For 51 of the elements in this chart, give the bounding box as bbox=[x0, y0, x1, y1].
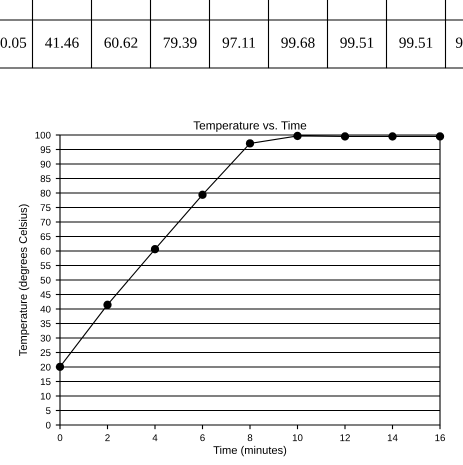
text: 97.11 bbox=[222, 38, 255, 48]
y-tick-label: 0 bbox=[46, 422, 51, 429]
y-axis-title: Temperature (degrees Celsius) bbox=[18, 204, 30, 356]
text: 9 bbox=[456, 38, 462, 48]
point bbox=[150, 245, 160, 254]
x-tick-label: 8 bbox=[248, 434, 252, 442]
x-tick-label: 2 bbox=[105, 434, 110, 442]
text: 99.51 bbox=[340, 38, 374, 48]
x-tick-label: 16 bbox=[435, 434, 445, 442]
x-tick-label: 12 bbox=[340, 434, 350, 442]
y-tick-label: 35 bbox=[40, 320, 51, 328]
y-tick-label: 80 bbox=[40, 190, 51, 197]
text: 0.05 bbox=[0, 38, 26, 48]
y-tick-label: 90 bbox=[40, 160, 51, 168]
y-tick-label: 20 bbox=[40, 364, 51, 371]
point bbox=[198, 190, 207, 199]
point bbox=[103, 300, 112, 309]
x-axis-title: Time (minutes) bbox=[213, 446, 286, 456]
y-tick-label: 50 bbox=[40, 276, 51, 284]
chart-title: Temperature vs. Time bbox=[194, 120, 306, 132]
y-tick-label: 100 bbox=[35, 132, 51, 139]
x-tick-label: 14 bbox=[388, 434, 398, 442]
point bbox=[293, 132, 302, 140]
y-tick-label: 55 bbox=[40, 262, 51, 270]
point bbox=[340, 132, 350, 141]
text: 79.39 bbox=[164, 38, 197, 48]
y-tick-label: 75 bbox=[40, 204, 51, 212]
y-tick-label: 95 bbox=[40, 146, 51, 154]
y-tick-label: 10 bbox=[40, 392, 51, 400]
y-tick-label: 70 bbox=[40, 218, 51, 226]
y-tick-label: 25 bbox=[40, 349, 51, 356]
text: 99.51 bbox=[399, 38, 432, 48]
text: 41.46 bbox=[45, 38, 79, 48]
x-tick-label: 10 bbox=[292, 434, 303, 442]
x-tick-label: 0 bbox=[58, 434, 62, 442]
x-tick-label: 4 bbox=[152, 434, 158, 442]
x-tick-label: 6 bbox=[200, 434, 205, 442]
point bbox=[436, 132, 444, 141]
text: 99.68 bbox=[281, 38, 315, 48]
y-tick-label: 65 bbox=[40, 233, 51, 240]
point bbox=[56, 362, 64, 372]
y-tick-label: 15 bbox=[40, 378, 51, 386]
y-tick-label: 30 bbox=[40, 334, 51, 342]
y-tick-label: 40 bbox=[40, 306, 51, 313]
y-tick-label: 45 bbox=[40, 291, 51, 298]
y-tick-label: 60 bbox=[40, 248, 51, 255]
y-tick-label: 5 bbox=[46, 407, 51, 414]
text: 60.62 bbox=[104, 38, 138, 48]
point bbox=[246, 139, 254, 148]
point bbox=[388, 132, 397, 141]
y-tick-label: 85 bbox=[40, 175, 51, 182]
